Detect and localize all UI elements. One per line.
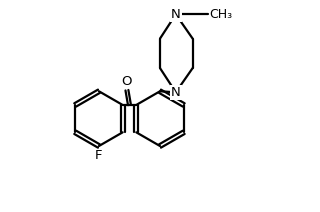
Text: CH₃: CH₃ — [210, 8, 233, 21]
Text: N: N — [171, 86, 181, 99]
Text: N: N — [171, 8, 181, 21]
Text: F: F — [95, 149, 103, 162]
Text: O: O — [122, 75, 132, 88]
